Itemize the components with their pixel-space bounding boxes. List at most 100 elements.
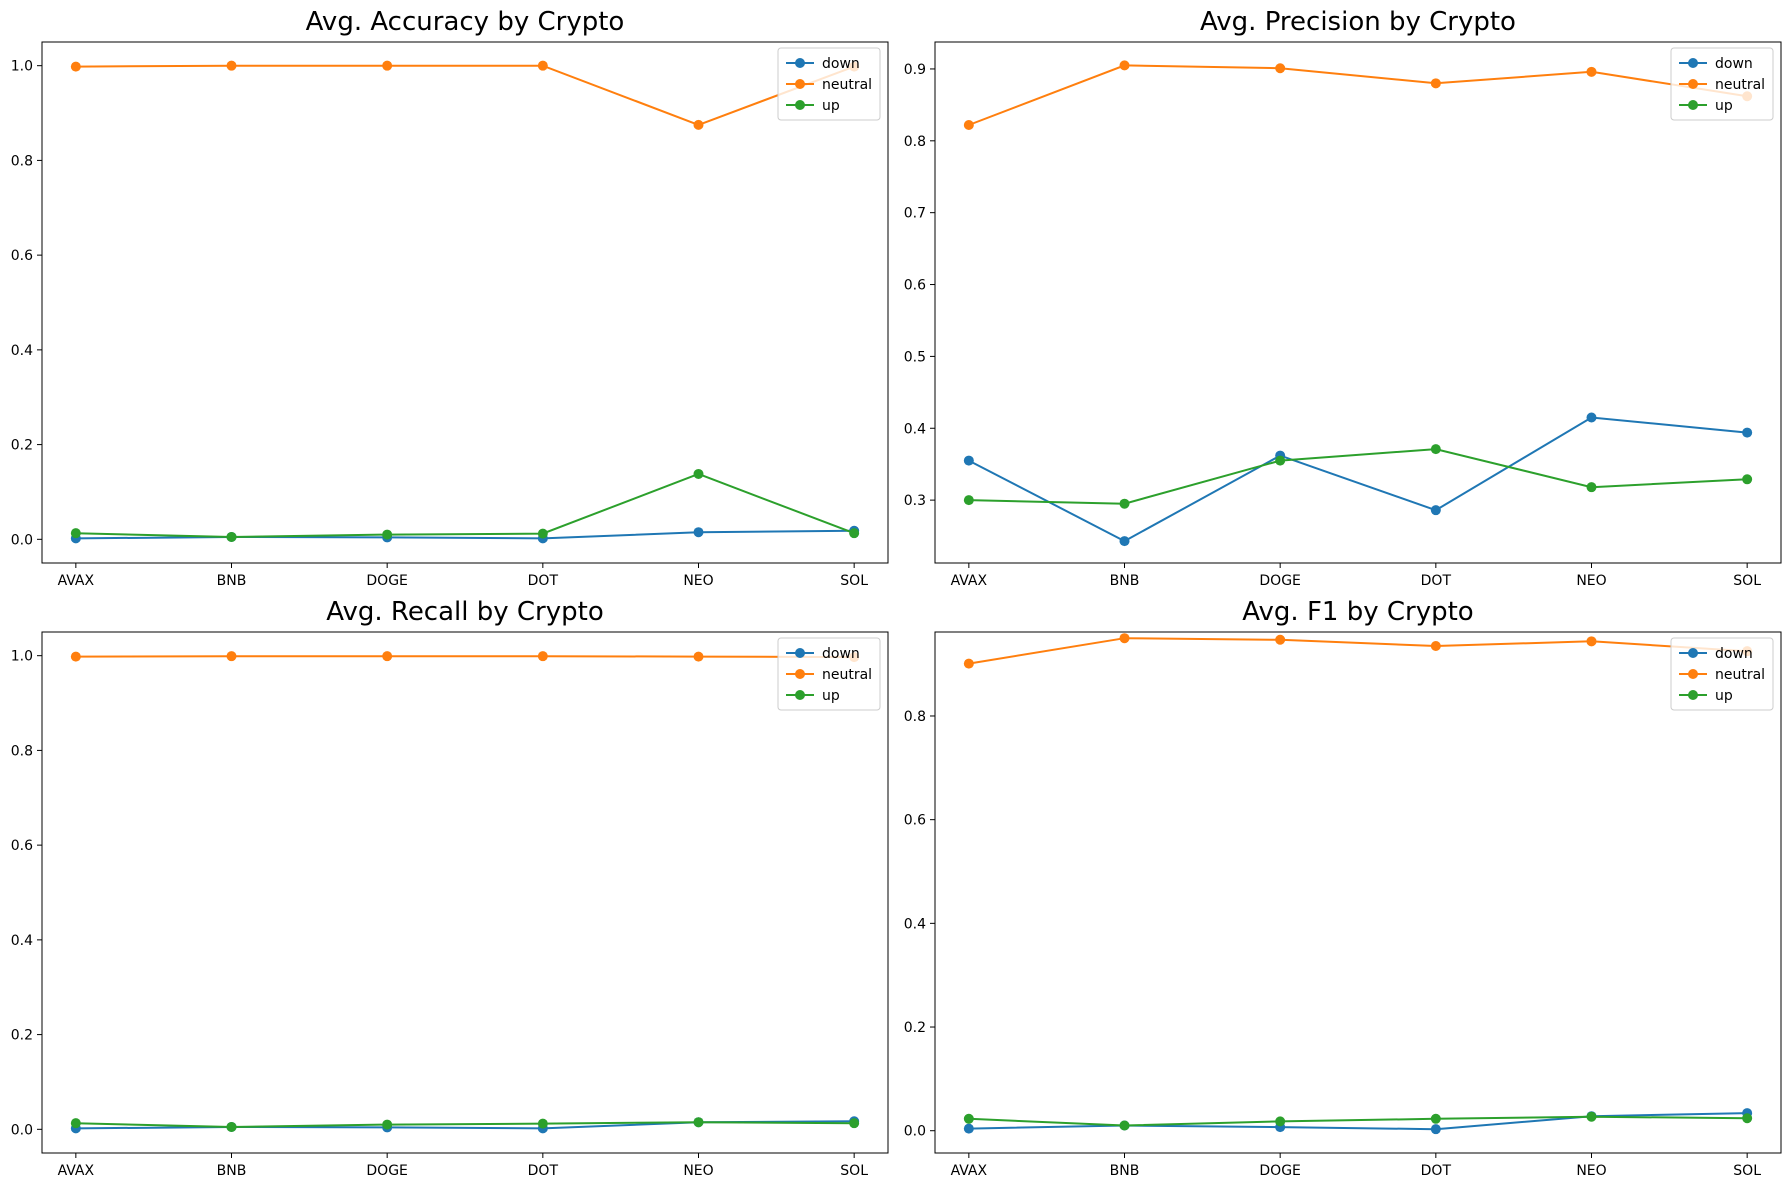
x-tick-label: DOGE <box>366 573 408 589</box>
legend-label-down: down <box>822 56 860 72</box>
y-tick-label: 0.4 <box>11 933 33 949</box>
data-point-neutral <box>1275 634 1286 645</box>
data-point-neutral <box>963 120 974 131</box>
data-point-neutral <box>1275 63 1286 74</box>
data-point-up <box>849 528 860 539</box>
legend-label-neutral: neutral <box>822 77 872 93</box>
data-point-up <box>963 495 974 506</box>
y-tick-label: 0.4 <box>904 421 926 437</box>
data-point-neutral <box>1119 633 1130 644</box>
x-tick-label: DOT <box>1421 573 1452 589</box>
data-point-up <box>1430 1113 1441 1124</box>
chart-panel-1: Avg. Precision by Crypto AVAX BNB DOGE DOT NE… <box>904 7 1782 589</box>
legend-marker-down <box>1688 648 1698 658</box>
y-tick-label: 0.4 <box>11 343 33 359</box>
chart-title: Avg. Recall by Crypto <box>326 597 604 627</box>
data-point-up <box>382 529 393 540</box>
data-point-neutral <box>382 60 393 71</box>
data-point-up <box>1430 444 1441 455</box>
y-tick-label: 0.6 <box>904 813 926 829</box>
data-point-up <box>226 531 237 542</box>
data-point-neutral <box>1430 78 1441 89</box>
series-line-neutral <box>968 64 1748 126</box>
data-point-neutral <box>963 658 974 669</box>
data-point-up <box>1586 482 1597 493</box>
legend-marker-down <box>1688 58 1698 68</box>
x-tick-label: DOT <box>528 1163 559 1179</box>
legend-marker-down <box>795 58 805 68</box>
y-tick-label: 0.4 <box>904 916 926 932</box>
x-tick-label: DOGE <box>1259 1163 1301 1179</box>
legend: down neutral up <box>777 47 881 121</box>
legend-marker-neutral <box>795 669 805 679</box>
x-tick-label: AVAX <box>951 1163 988 1179</box>
x-tick-label: BNB <box>1110 1163 1140 1179</box>
chart-panel-0: Avg. Accuracy by Crypto AVAX BNB DOGE DOT NEO… <box>11 7 889 589</box>
y-tick-label: 0.5 <box>904 349 926 365</box>
x-tick-label: SOL <box>840 1163 868 1179</box>
data-point-neutral <box>382 651 393 662</box>
x-tick-label: DOGE <box>366 1163 408 1179</box>
legend: down neutral up <box>1670 47 1774 121</box>
chart-title: Avg. Accuracy by Crypto <box>306 7 625 37</box>
data-point-down <box>1742 427 1753 438</box>
data-point-neutral <box>1119 60 1130 71</box>
data-point-neutral <box>537 651 548 662</box>
data-point-up <box>70 528 81 539</box>
data-point-neutral <box>1430 640 1441 651</box>
series-line-neutral <box>75 64 855 126</box>
x-tick-label: BNB <box>217 1163 247 1179</box>
x-tick-label: DOT <box>1421 1163 1452 1179</box>
series-line-up <box>968 448 1748 505</box>
axes-frame <box>41 41 889 564</box>
data-point-down <box>1119 536 1130 547</box>
legend: down neutral up <box>1670 637 1774 711</box>
x-tick-label: BNB <box>1110 573 1140 589</box>
data-point-neutral <box>537 60 548 71</box>
data-point-up <box>1119 498 1130 509</box>
data-point-up <box>1586 1111 1597 1122</box>
data-point-up <box>693 1117 704 1128</box>
chart-title: Avg. F1 by Crypto <box>1242 597 1473 627</box>
y-tick-label: 0.3 <box>904 493 926 509</box>
y-tick-label: 0.8 <box>11 153 33 169</box>
legend-label-down: down <box>822 646 860 662</box>
x-tick-label: SOL <box>840 573 868 589</box>
axes-frame <box>934 631 1782 1154</box>
legend-label-neutral: neutral <box>1715 77 1765 93</box>
series-line-down <box>968 416 1748 543</box>
x-tick-label: SOL <box>1733 1163 1761 1179</box>
legend-label-up: up <box>822 98 840 114</box>
y-tick-label: 0.0 <box>11 532 33 548</box>
data-point-up <box>382 1119 393 1130</box>
x-tick-label: AVAX <box>951 573 988 589</box>
data-point-up <box>1119 1120 1130 1131</box>
series-line-neutral <box>968 637 1748 665</box>
y-tick-label: 1.0 <box>11 649 33 665</box>
legend: down neutral up <box>777 637 881 711</box>
legend-marker-neutral <box>1688 79 1698 89</box>
legend-marker-up <box>795 690 805 700</box>
data-point-up <box>537 528 548 539</box>
chart-panel-3: Avg. F1 by Crypto AVAX BNB DOGE DOT NEO SOL 0.0… <box>904 597 1782 1179</box>
series-line-neutral <box>75 655 855 659</box>
x-tick-label: NEO <box>683 573 713 589</box>
x-tick-label: AVAX <box>58 1163 95 1179</box>
data-point-up <box>537 1118 548 1129</box>
legend-label-up: up <box>822 688 840 704</box>
legend-marker-neutral <box>1688 669 1698 679</box>
y-tick-label: 0.6 <box>11 838 33 854</box>
data-point-neutral <box>693 651 704 662</box>
y-tick-label: 0.6 <box>904 278 926 294</box>
y-tick-label: 0.8 <box>904 134 926 150</box>
data-point-up <box>1275 1116 1286 1127</box>
data-point-down <box>1586 412 1597 423</box>
y-tick-label: 0.2 <box>904 1020 926 1036</box>
series-line-down <box>968 1112 1748 1131</box>
legend-label-up: up <box>1715 98 1733 114</box>
y-tick-label: 0.8 <box>904 709 926 725</box>
data-point-up <box>1742 474 1753 485</box>
legend-label-up: up <box>1715 688 1733 704</box>
legend-marker-neutral <box>795 79 805 89</box>
data-point-up <box>849 1118 860 1129</box>
